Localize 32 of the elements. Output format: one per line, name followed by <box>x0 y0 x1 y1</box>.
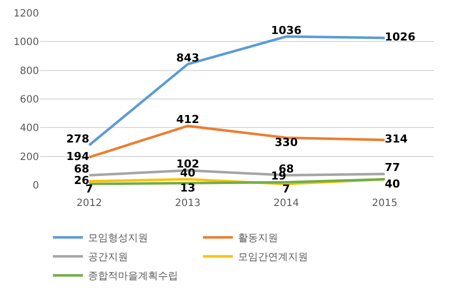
data-label: 19 <box>270 170 286 183</box>
data-label: 40 <box>384 178 400 191</box>
line-series <box>88 124 386 158</box>
data-label: 7 <box>282 182 290 196</box>
data-label: 77 <box>384 161 400 174</box>
data-label: 412 <box>176 113 200 126</box>
data-label: 314 <box>384 132 408 146</box>
legend-label: 종합적마을계획수립 <box>88 271 178 282</box>
legend-label: 활동지원 <box>238 233 278 244</box>
data-label: 278 <box>66 132 90 146</box>
x-tick-label: 2014 <box>274 198 299 209</box>
data-label: 13 <box>180 181 196 194</box>
data-label: 843 <box>176 51 200 64</box>
line-series <box>88 35 386 146</box>
data-label: 194 <box>66 150 90 163</box>
legend-label: 모임형성지원 <box>88 233 148 244</box>
y-tick-label: 600 <box>20 94 39 106</box>
y-tick-label: 0 <box>32 180 39 192</box>
y-tick-label: 200 <box>20 152 39 163</box>
y-tick-label: 800 <box>20 66 39 77</box>
data-label: 1026 <box>384 30 416 44</box>
x-tick-label: 2013 <box>175 198 200 209</box>
legend-label: 모임간연계지원 <box>238 252 308 264</box>
y-tick-label: 1200 <box>14 8 39 20</box>
x-tick-label: 2012 <box>76 198 102 209</box>
data-label: 1036 <box>270 24 302 37</box>
legend-label: 공간지원 <box>88 252 128 264</box>
x-tick-label: 2015 <box>372 198 398 209</box>
data-label: 68 <box>74 162 90 176</box>
y-tick-label: 400 <box>20 123 39 134</box>
data-label: 330 <box>274 136 298 149</box>
y-tick-label: 1000 <box>14 37 39 48</box>
